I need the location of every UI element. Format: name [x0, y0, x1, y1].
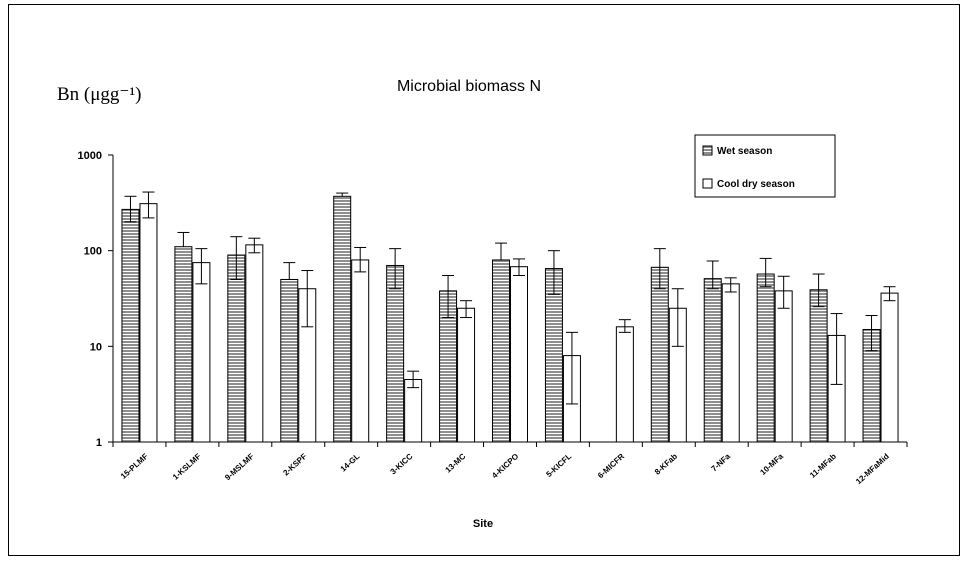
x-tick-label: 13-MC [444, 452, 468, 475]
legend: Wet season Cool dry season [694, 134, 836, 198]
x-axis-categories: 15-PLMF 1-KSLMF 9-MSLMF 2-KSPF 14-GL 3-KICC 13… [112, 442, 908, 486]
bar-wet-season [280, 278, 299, 443]
bar-cool-dry-season [245, 244, 264, 443]
bar-series [121, 191, 899, 443]
bar-cool-dry-season [192, 262, 211, 443]
bar-cool-dry-season [351, 259, 370, 443]
bar-wet-season [809, 289, 828, 443]
legend-label-dry: Cool dry season [717, 179, 795, 190]
x-tick-label: 4-KICPO [490, 452, 520, 480]
x-tick-label: 9-MSLMF [223, 452, 256, 483]
x-axis-label: Site [473, 518, 493, 530]
bar-cool-dry-season [510, 266, 528, 443]
bar-wet-season [492, 259, 510, 443]
x-tick-label: 3-KICC [389, 452, 415, 477]
chart-frame: Bn (μgg⁻¹) Microbial biomass N 1 10 100 100… [8, 4, 960, 556]
y-tick-label: 1 [96, 437, 102, 449]
x-tick-label: 8-KFab [653, 452, 679, 477]
x-tick-label: 2-KSPF [281, 452, 308, 478]
legend-box [694, 134, 836, 198]
bar-wet-season [386, 264, 405, 443]
bar-cool-dry-season [721, 283, 740, 443]
bar-chart: Bn (μgg⁻¹) Microbial biomass N 1 10 100 100… [57, 78, 908, 530]
bar-cool-dry-season [404, 379, 423, 443]
bar-wet-season [333, 195, 352, 443]
x-tick-label: 7-NFa [710, 451, 733, 473]
bar-wet-season [227, 254, 246, 443]
bar-wet-season [121, 208, 140, 443]
bar-cool-dry-season [457, 307, 476, 443]
x-tick-label: 1-KSLMF [171, 452, 203, 482]
y-axis-ticks: 1 10 100 1000 [78, 150, 113, 449]
legend-label-wet: Wet season [717, 146, 772, 157]
bar-wet-season [174, 246, 193, 443]
chart-title: Microbial biomass N [397, 78, 541, 95]
bar-wet-season [650, 266, 669, 443]
bar-cool-dry-season [615, 326, 634, 443]
bar-cool-dry-season [139, 203, 158, 443]
legend-swatch-dry [702, 178, 713, 189]
y-tick-label: 100 [84, 246, 102, 258]
x-tick-label: 15-PLMF [119, 452, 150, 481]
legend-swatch-wet [702, 145, 713, 156]
x-tick-label: 6-MICFR [596, 452, 626, 481]
y-tick-label: 10 [90, 341, 102, 353]
y-tick-label: 1000 [78, 150, 102, 162]
x-tick-label: 5-KICFL [544, 452, 573, 479]
bar-cool-dry-season [774, 290, 793, 443]
bar-cool-dry-season [880, 292, 899, 443]
x-tick-label: 14-GL [339, 452, 362, 474]
x-tick-label: 11-MFab [808, 452, 838, 480]
x-tick-label: 12-MFaMid [854, 452, 891, 486]
x-tick-label: 10-MFa [758, 451, 785, 476]
y-axis-label: Bn (μgg⁻¹) [57, 84, 142, 105]
bar-wet-season [703, 278, 722, 443]
bar-wet-season [756, 273, 775, 443]
